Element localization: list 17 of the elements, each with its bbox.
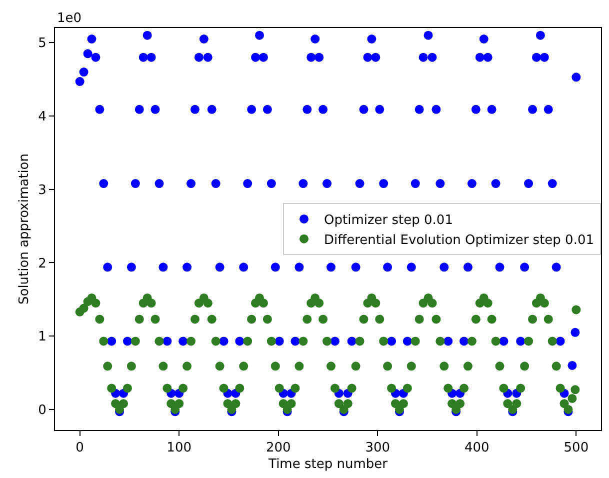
x-tick-label: 500 bbox=[564, 440, 589, 456]
text: 1e0 bbox=[57, 11, 82, 26]
y-tick-label: 3 bbox=[38, 182, 46, 198]
x-tick-label: 0 bbox=[76, 440, 84, 456]
y-tick-label: 0 bbox=[38, 403, 46, 418]
y-tick-label: 5 bbox=[38, 36, 46, 52]
x-tick-label: 200 bbox=[266, 440, 291, 456]
y-tick-label: 2 bbox=[38, 256, 46, 272]
x-tick-label: 100 bbox=[166, 440, 192, 456]
y-axis-title: Solution approximation bbox=[17, 153, 32, 305]
x-tick-label: 300 bbox=[365, 440, 390, 456]
legend-label: Differential Evolution Optimizer step 0.01 bbox=[324, 232, 594, 248]
y-tick-label: 1 bbox=[38, 330, 46, 345]
y-tick-label: 4 bbox=[38, 110, 46, 125]
x-axis-title: Time step number bbox=[268, 457, 388, 472]
x-tick-label: 400 bbox=[464, 440, 490, 456]
legend-label: Optimizer step 0.01 bbox=[324, 213, 453, 228]
